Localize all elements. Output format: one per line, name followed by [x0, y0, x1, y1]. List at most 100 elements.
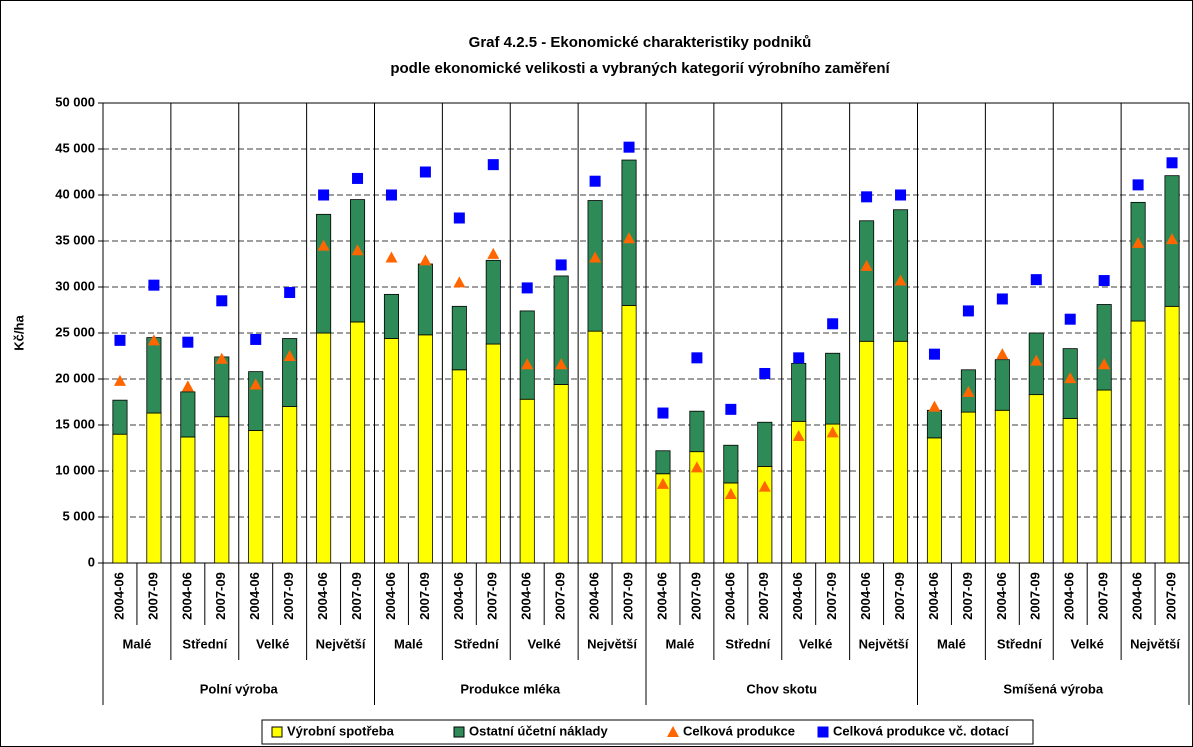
bar-segment — [655, 450, 671, 475]
bar-segment — [1096, 304, 1112, 391]
chart-title: Graf 4.2.5 - Ekonomické charakteristiky … — [469, 34, 812, 51]
bar-segment — [689, 410, 705, 453]
point — [962, 385, 975, 397]
size-group-label: Malé — [122, 636, 151, 651]
x-tick-label: 2007-09 — [281, 572, 296, 620]
bar-segment — [1062, 348, 1078, 419]
x-tick-label: 2004-06 — [315, 572, 330, 620]
x-tick-label: 2004-06 — [111, 572, 126, 620]
x-tick-label: 2007-09 — [145, 572, 160, 620]
point — [860, 259, 873, 271]
legend-swatch — [453, 726, 465, 738]
point — [453, 276, 466, 288]
size-group-label: Malé — [665, 636, 694, 651]
size-group-label: Velké — [1071, 636, 1104, 651]
x-tick-label: 2004-06 — [654, 572, 669, 620]
x-tick-label: 2007-09 — [960, 572, 975, 620]
bar-segment — [485, 343, 501, 564]
point — [114, 334, 126, 346]
bar-segment — [146, 337, 162, 414]
bar-segment — [316, 332, 332, 564]
point — [928, 400, 941, 412]
y-tick-label: 50 000 — [55, 94, 95, 109]
bar-segment — [893, 340, 909, 564]
x-tick-label: 2007-09 — [1028, 572, 1043, 620]
point — [487, 159, 499, 171]
point — [521, 282, 533, 294]
point — [1064, 372, 1077, 384]
x-tick-label: 2007-09 — [620, 572, 635, 620]
point — [555, 358, 568, 370]
bar-segment — [1164, 305, 1180, 564]
bar-segment — [859, 220, 875, 342]
x-tick-label: 2007-09 — [824, 572, 839, 620]
point — [1064, 313, 1076, 325]
point — [1098, 275, 1110, 287]
size-group-label: Malé — [394, 636, 423, 651]
y-axis-label: Kč/ha — [11, 315, 26, 351]
point — [1098, 358, 1111, 370]
legend-swatch — [271, 726, 283, 738]
point — [657, 407, 669, 419]
bar-segment — [926, 437, 942, 564]
point — [895, 189, 907, 201]
point — [284, 287, 296, 299]
point — [758, 480, 771, 492]
y-tick-label: 40 000 — [55, 186, 95, 201]
bar-segment — [587, 200, 603, 332]
y-tick-label: 25 000 — [55, 324, 95, 339]
point — [589, 175, 601, 187]
size-group-label: Střední — [725, 636, 770, 651]
bar-segment — [621, 304, 637, 564]
legend-label: Výrobní spotřeba — [287, 723, 395, 738]
point — [793, 352, 805, 364]
y-tick-label: 0 — [88, 554, 95, 569]
chart-title: podle ekonomické velikosti a vybraných k… — [390, 60, 890, 77]
y-tick-label: 15 000 — [55, 416, 95, 431]
bar-segment — [112, 433, 128, 564]
point — [724, 488, 737, 499]
legend-label: Celková produkce — [683, 723, 795, 738]
point — [827, 318, 839, 330]
production-group-label: Chov skotu — [746, 681, 817, 696]
point — [283, 350, 296, 361]
point — [1166, 233, 1179, 245]
point — [996, 348, 1009, 360]
bar-segment — [960, 411, 976, 564]
point — [351, 244, 364, 256]
y-tick-label: 5 000 — [62, 508, 95, 523]
point — [113, 374, 126, 386]
legend-swatch — [667, 726, 679, 737]
x-tick-label: 2004-06 — [383, 572, 398, 620]
x-tick-label: 2007-09 — [213, 572, 228, 620]
bar-segment — [825, 352, 841, 425]
bar-segment — [112, 399, 128, 435]
x-tick-label: 2004-06 — [519, 572, 534, 620]
bar-segment — [350, 321, 366, 564]
point — [453, 212, 465, 224]
bar-segment — [587, 330, 603, 564]
x-tick-label: 2007-09 — [349, 572, 364, 620]
point — [861, 191, 873, 203]
point — [317, 239, 330, 251]
bar-segment — [926, 409, 942, 439]
point — [181, 380, 194, 392]
bar-segment — [383, 338, 399, 564]
point — [725, 403, 737, 415]
size-group-label: Velké — [799, 636, 832, 651]
point — [147, 334, 160, 346]
y-tick-label: 45 000 — [55, 140, 95, 155]
x-tick-label: 2004-06 — [790, 572, 805, 620]
y-tick-label: 30 000 — [55, 278, 95, 293]
production-group-label: Smíšená výroba — [1003, 681, 1103, 696]
point — [1132, 236, 1145, 248]
point — [352, 172, 364, 184]
x-tick-label: 2004-06 — [994, 572, 1009, 620]
point — [1166, 157, 1178, 169]
x-tick-label: 2004-06 — [587, 572, 602, 620]
x-tick-label: 2004-06 — [926, 572, 941, 620]
point — [996, 293, 1008, 305]
point — [487, 247, 500, 259]
point — [656, 477, 669, 489]
